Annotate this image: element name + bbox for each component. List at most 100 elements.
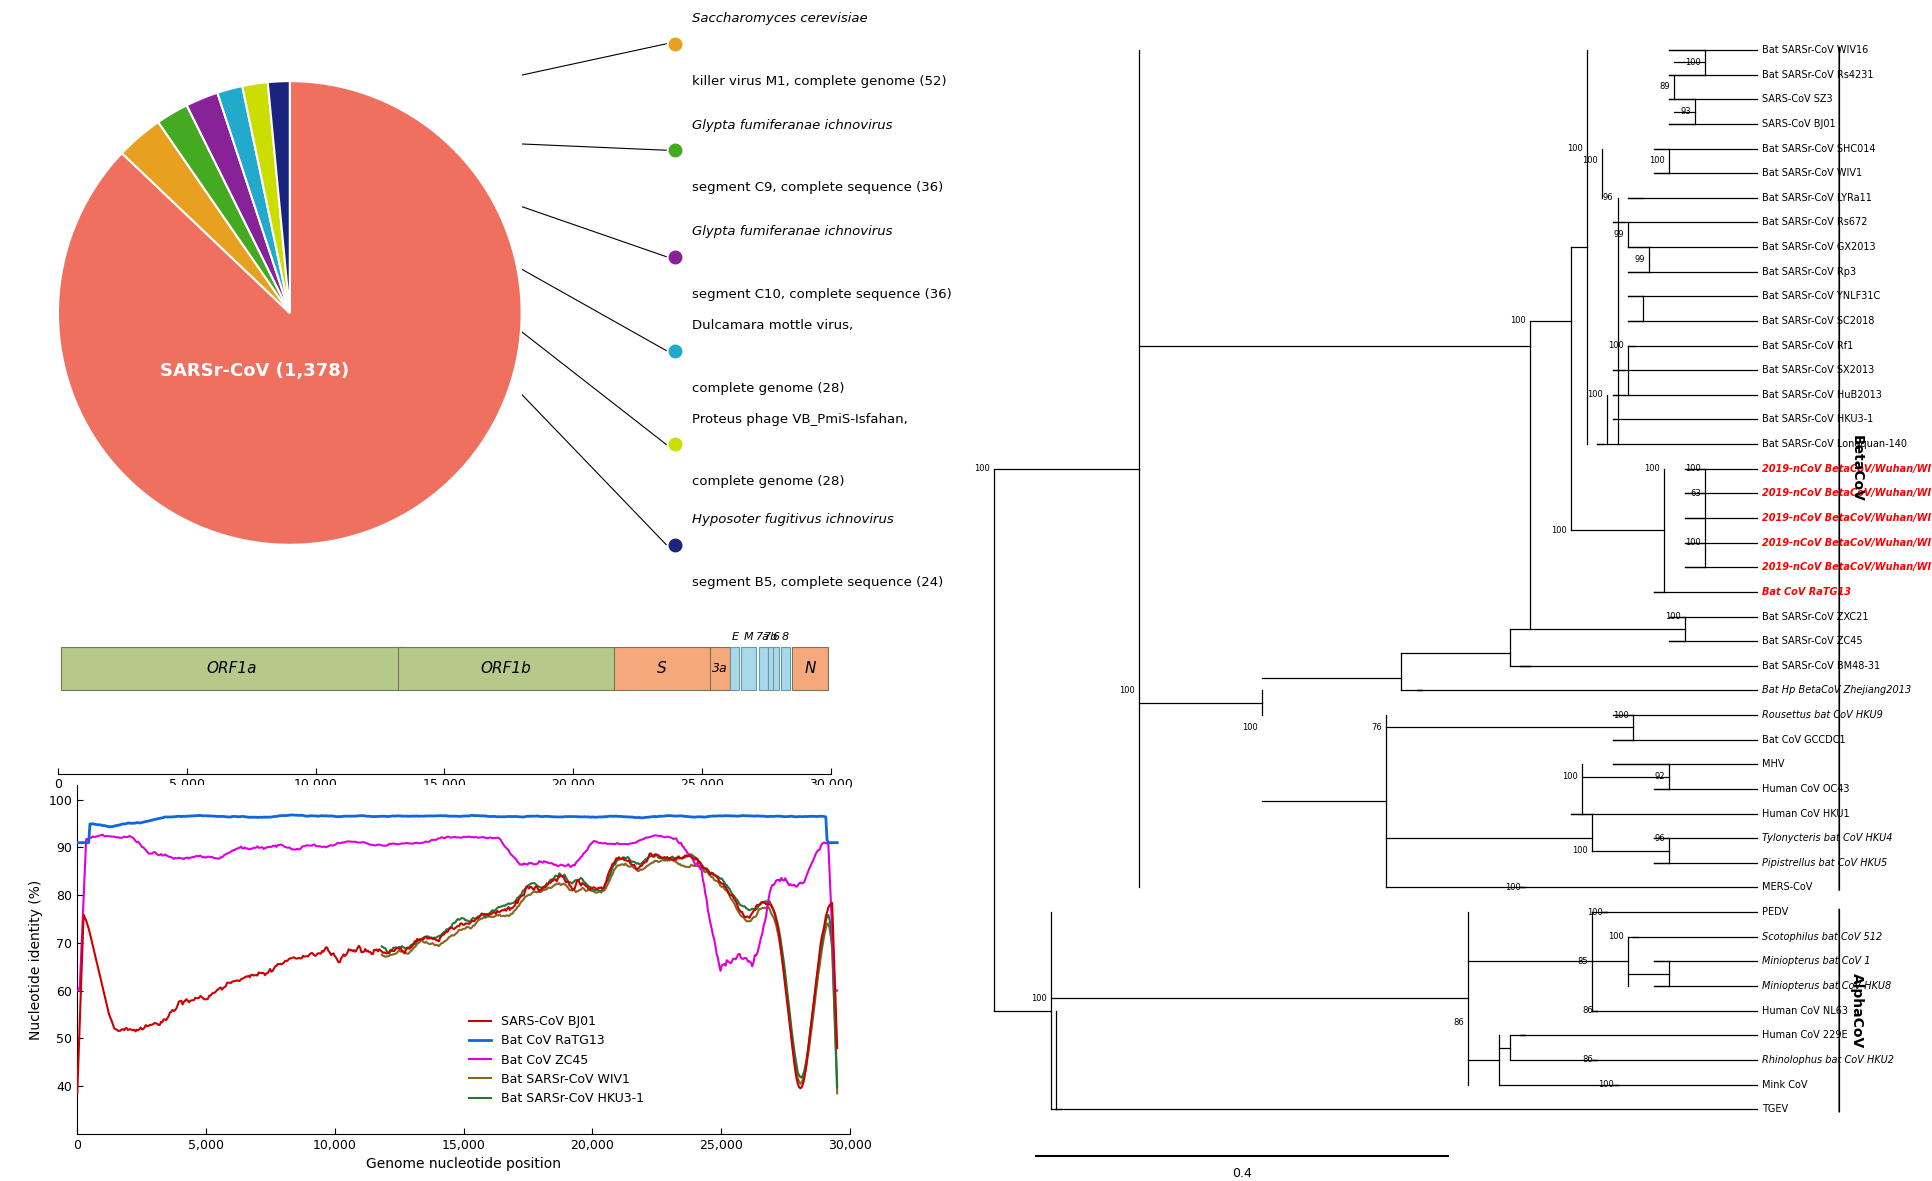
Bat CoV ZC45 <box>66 984 89 998</box>
Text: N: N <box>804 661 815 676</box>
Bat CoV RaTG13 <box>574 810 597 824</box>
Text: 100: 100 <box>1644 464 1660 474</box>
Text: TGEV: TGEV <box>1762 1104 1789 1114</box>
Line: Bat CoV ZC45: Bat CoV ZC45 <box>77 835 837 991</box>
Bat CoV ZC45 <box>825 984 848 998</box>
Text: killer virus M1, complete genome (52): killer virus M1, complete genome (52) <box>692 74 947 87</box>
Text: Bat SARSr-CoV YNLF31C: Bat SARSr-CoV YNLF31C <box>1762 292 1880 301</box>
Text: 2019-nCoV BetaCoV/Wuhan/WIV02: 2019-nCoV BetaCoV/Wuhan/WIV02 <box>1762 464 1932 474</box>
Text: 100: 100 <box>1588 391 1604 399</box>
Text: Bat SARSr-CoV SHC014: Bat SARSr-CoV SHC014 <box>1762 144 1876 154</box>
Text: 2019-nCoV BetaCoV/Wuhan/WIV05: 2019-nCoV BetaCoV/Wuhan/WIV05 <box>1762 562 1932 573</box>
Text: 7a: 7a <box>755 632 771 641</box>
Text: Miniopterus bat CoV HKU8: Miniopterus bat CoV HKU8 <box>1762 981 1891 991</box>
Text: Bat SARSr-CoV ZXC21: Bat SARSr-CoV ZXC21 <box>1762 612 1868 621</box>
Bat SARSr-CoV WIV1 <box>410 933 433 947</box>
Line: Bat SARSr-CoV WIV1: Bat SARSr-CoV WIV1 <box>383 860 837 1094</box>
Text: 8: 8 <box>781 632 788 641</box>
Text: 100: 100 <box>1685 464 1702 474</box>
SARS-CoV BJ01 <box>514 883 537 898</box>
Bat SARSr-CoV HKU3-1 <box>574 875 597 889</box>
Text: complete genome (28): complete genome (28) <box>692 381 844 394</box>
Text: 100: 100 <box>1242 723 1258 732</box>
Bat CoV ZC45 <box>574 844 597 859</box>
Bat CoV ZC45 <box>201 850 224 864</box>
Text: Human CoV OC43: Human CoV OC43 <box>1762 784 1849 794</box>
Text: 100: 100 <box>1607 341 1625 350</box>
Text: Glypta fumiferanae ichnovirus: Glypta fumiferanae ichnovirus <box>692 226 893 239</box>
Wedge shape <box>187 93 290 313</box>
Text: Saccharomyces cerevisiae: Saccharomyces cerevisiae <box>692 12 867 25</box>
Bar <box>759 647 767 690</box>
Text: Bat SARSr-CoV HuB2013: Bat SARSr-CoV HuB2013 <box>1762 390 1882 400</box>
Text: Bat CoV RaTG13: Bat CoV RaTG13 <box>1762 587 1851 596</box>
Line: SARS-CoV BJ01: SARS-CoV BJ01 <box>77 854 837 1094</box>
Text: 99: 99 <box>1634 255 1644 263</box>
Text: Scotophilus bat CoV 512: Scotophilus bat CoV 512 <box>1762 932 1882 941</box>
Text: Bat SARSr-CoV Rs672: Bat SARSr-CoV Rs672 <box>1762 217 1868 228</box>
Text: 7b: 7b <box>763 632 779 641</box>
Text: AlphaCoV: AlphaCoV <box>1849 973 1864 1049</box>
Bat SARSr-CoV HKU3-1 <box>410 932 433 946</box>
Text: 100: 100 <box>1685 539 1702 547</box>
Text: Pipistrellus bat CoV HKU5: Pipistrellus bat CoV HKU5 <box>1762 857 1888 868</box>
Line: Bat SARSr-CoV HKU3-1: Bat SARSr-CoV HKU3-1 <box>383 854 837 1087</box>
Bat SARSr-CoV WIV1 <box>514 890 537 905</box>
Text: 89: 89 <box>1660 83 1671 91</box>
Bat SARSr-CoV WIV1 <box>825 1087 848 1101</box>
Bat CoV RaTG13 <box>639 810 663 824</box>
Text: Bat SARSr-CoV LYRa11: Bat SARSr-CoV LYRa11 <box>1762 193 1872 203</box>
Text: ORF1b: ORF1b <box>481 661 531 676</box>
Text: MERS-CoV: MERS-CoV <box>1762 882 1812 893</box>
X-axis label: Genome nucleotide position: Genome nucleotide position <box>348 797 541 811</box>
Text: Bat Hp BetaCoV Zhejiang2013: Bat Hp BetaCoV Zhejiang2013 <box>1762 685 1911 696</box>
Text: 86: 86 <box>1582 1056 1594 1064</box>
Text: 100: 100 <box>1613 711 1629 719</box>
Text: 100: 100 <box>1650 156 1665 165</box>
Text: Bat SARSr-CoV HKU3-1: Bat SARSr-CoV HKU3-1 <box>1762 415 1874 424</box>
SARS-CoV BJ01 <box>825 1040 848 1055</box>
Text: Human CoV NL63: Human CoV NL63 <box>1762 1005 1849 1016</box>
Text: 100: 100 <box>1598 1079 1613 1089</box>
Text: Dulcamara mottle virus,: Dulcamara mottle virus, <box>692 319 852 332</box>
Bar <box>792 647 829 690</box>
SARS-CoV BJ01 <box>574 877 597 892</box>
Bar <box>767 647 775 690</box>
Wedge shape <box>158 105 290 313</box>
SARS-CoV BJ01 <box>261 964 284 978</box>
Text: SARS-CoV SZ3: SARS-CoV SZ3 <box>1762 94 1833 104</box>
Text: SARSr-CoV (1,378): SARSr-CoV (1,378) <box>160 361 350 380</box>
Text: 85: 85 <box>1577 957 1588 966</box>
Text: 100: 100 <box>974 464 991 474</box>
Bar <box>60 647 404 690</box>
Text: Proteus phage VB_PmiS-Isfahan,: Proteus phage VB_PmiS-Isfahan, <box>692 413 908 426</box>
Text: 100: 100 <box>1511 317 1526 326</box>
Bat SARSr-CoV WIV1 <box>638 857 661 872</box>
Text: Bat SARSr-CoV GX2013: Bat SARSr-CoV GX2013 <box>1762 242 1876 252</box>
Wedge shape <box>122 122 290 313</box>
Bar <box>730 647 740 690</box>
Text: 100: 100 <box>1685 58 1702 67</box>
Text: 96: 96 <box>1654 834 1665 843</box>
Text: 96: 96 <box>1604 194 1613 202</box>
Bat CoV ZC45 <box>639 829 663 843</box>
Line: Bat CoV RaTG13: Bat CoV RaTG13 <box>77 815 837 842</box>
Bat CoV ZC45 <box>412 836 435 850</box>
Text: 100: 100 <box>1582 156 1598 165</box>
Text: 100: 100 <box>1119 686 1134 694</box>
Text: 86: 86 <box>1453 1018 1464 1027</box>
Y-axis label: Nucleotide identity (%): Nucleotide identity (%) <box>29 880 43 1039</box>
Text: 100: 100 <box>1588 907 1604 916</box>
Text: Bat SARSr-CoV WIV16: Bat SARSr-CoV WIV16 <box>1762 45 1868 56</box>
Text: Hyposoter fugitivus ichnovirus: Hyposoter fugitivus ichnovirus <box>692 513 893 526</box>
Bat SARSr-CoV HKU3-1 <box>825 1079 848 1094</box>
Text: Bat SARSr-CoV BM48-31: Bat SARSr-CoV BM48-31 <box>1762 661 1880 671</box>
Text: segment C10, complete sequence (36): segment C10, complete sequence (36) <box>692 288 951 301</box>
X-axis label: Genome nucleotide position: Genome nucleotide position <box>367 1157 560 1172</box>
Text: Bat SARSr-CoV Rf1: Bat SARSr-CoV Rf1 <box>1762 340 1853 351</box>
Text: complete genome (28): complete genome (28) <box>692 476 844 489</box>
Bat CoV ZC45 <box>263 839 286 853</box>
Text: BetaCoV: BetaCoV <box>1849 436 1864 502</box>
Text: 2019-nCoV BetaCoV/Wuhan/WIV07: 2019-nCoV BetaCoV/Wuhan/WIV07 <box>1762 489 1932 498</box>
Wedge shape <box>58 81 522 544</box>
